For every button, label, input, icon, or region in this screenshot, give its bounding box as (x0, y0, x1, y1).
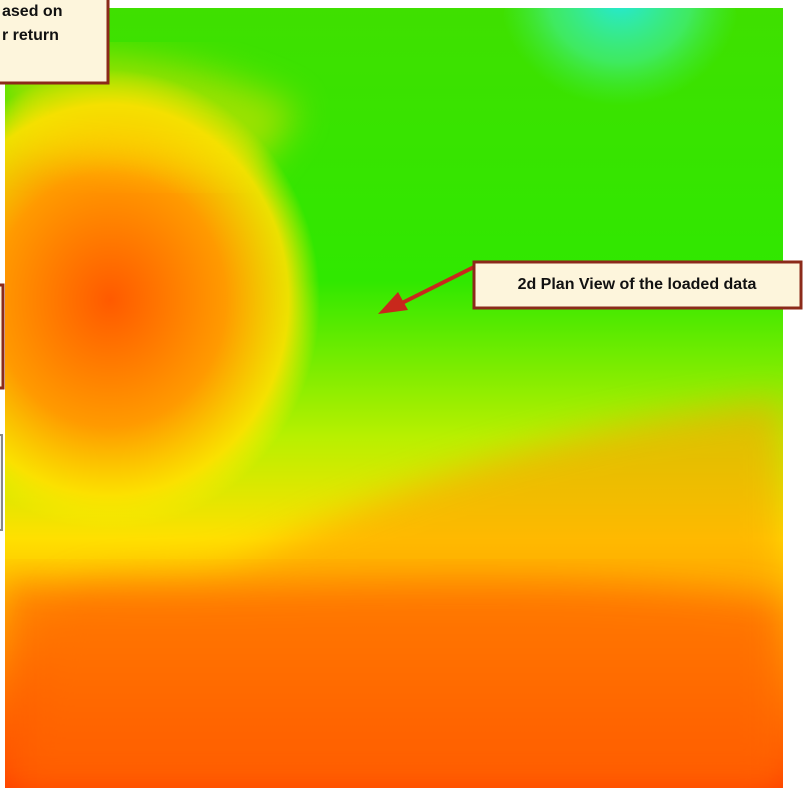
plan-view-canvas: ased on r return 2d Plan View of the loa… (0, 0, 804, 793)
callout-text: 2d Plan View of the loaded data (518, 276, 757, 293)
callout-text: ased on (2, 3, 62, 20)
screenshot: ased on r return 2d Plan View of the loa… (0, 0, 804, 793)
elevation-map (0, 0, 783, 788)
panel-edge (0, 435, 2, 530)
callout-text: r return (2, 27, 59, 44)
callout-edge (0, 285, 3, 388)
